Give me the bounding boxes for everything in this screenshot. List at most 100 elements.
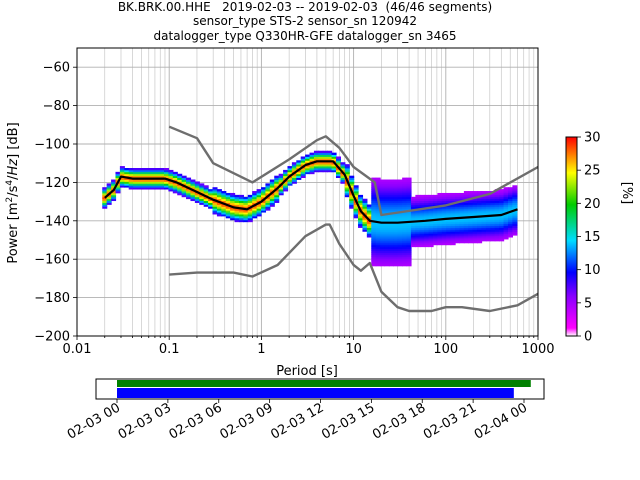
heatmap-cell [155, 169, 161, 173]
heatmap-cell [366, 227, 372, 230]
heatmap-cell [388, 237, 394, 240]
heatmap-cell [437, 206, 443, 209]
heatmap-cell [494, 216, 500, 219]
heatmap-cell [393, 248, 399, 251]
heatmap-cell [441, 216, 447, 219]
heatmap-cell [499, 221, 505, 225]
heatmap-cell [441, 239, 447, 242]
heatmap-cell [459, 206, 465, 209]
heatmap-cell [380, 242, 386, 246]
heatmap-cell [305, 158, 311, 161]
heatmap-cell [415, 217, 421, 221]
heatmap-cell [155, 179, 161, 182]
heatmap-cell [172, 191, 178, 194]
heatmap-cell [388, 187, 394, 190]
heatmap-cell [437, 225, 443, 228]
heatmap-cell [380, 179, 386, 182]
heatmap-cell [477, 206, 483, 209]
heatmap-cell [203, 187, 209, 190]
heatmap-cell [494, 235, 500, 238]
heatmap-cell [424, 194, 430, 198]
heatmap-cell [274, 192, 280, 196]
heatmap-cell [384, 223, 390, 226]
heatmap-cell [503, 214, 509, 217]
heatmap-cell [380, 235, 386, 238]
heatmap-cell [406, 183, 412, 186]
heatmap-cell [441, 210, 447, 213]
heatmap-cell [353, 210, 359, 213]
heatmap-cell [499, 210, 505, 213]
heatmap-cell [216, 206, 222, 209]
heatmap-cell [283, 187, 289, 190]
heatmap-cell [406, 254, 412, 257]
heatmap-cell [287, 183, 293, 186]
heatmap-cell [291, 168, 297, 171]
heatmap-cell [463, 202, 469, 205]
heatmap-cell [384, 235, 390, 238]
heatmap-cell [181, 175, 187, 178]
heatmap-cell [485, 198, 491, 202]
heatmap-cell [124, 171, 130, 175]
heatmap-cell [384, 252, 390, 255]
heatmap-cell [481, 227, 487, 230]
heatmap-cell [410, 229, 416, 232]
heatmap-cell [490, 196, 496, 200]
heatmap-cell [181, 192, 187, 196]
heatmap-cell [305, 154, 311, 157]
heatmap-cell [269, 181, 275, 184]
heatmap-cell [433, 240, 439, 244]
heatmap-cell [437, 194, 443, 198]
heatmap-cell [194, 189, 200, 192]
heatmap-cell [393, 187, 399, 190]
heatmap-cell [216, 208, 222, 211]
heatmap-cell [384, 206, 390, 209]
heatmap-cell [111, 179, 117, 182]
heatmap-cell [362, 212, 368, 215]
heatmap-cell [296, 173, 302, 177]
heatmap-cell [503, 229, 509, 232]
heatmap-cell [371, 239, 377, 242]
heatmap-cell [119, 183, 125, 186]
heatmap-cell [481, 223, 487, 226]
heatmap-cell [375, 219, 381, 223]
heatmap-cell [313, 150, 319, 154]
heatmap-cell [133, 171, 139, 175]
heatmap-cell [230, 194, 236, 198]
heatmap-cell [437, 202, 443, 205]
heatmap-cell [397, 214, 403, 217]
heatmap-cell [481, 192, 487, 196]
heatmap-cell [397, 204, 403, 207]
heatmap-cell [406, 235, 412, 238]
heatmap-cell [155, 171, 161, 175]
heatmap-cell [402, 202, 408, 205]
y-tick-label: −140 [34, 214, 70, 229]
heatmap-cell [278, 179, 284, 182]
heatmap-cell [371, 204, 377, 207]
heatmap-cell [490, 198, 496, 202]
heatmap-cell [472, 225, 478, 228]
heatmap-cell [309, 168, 315, 171]
heatmap-cell [216, 196, 222, 200]
heatmap-cell [380, 208, 386, 211]
heatmap-cell [477, 219, 483, 223]
heatmap-cell [410, 233, 416, 236]
heatmap-cell [468, 240, 474, 244]
heatmap-cell [450, 239, 456, 242]
heatmap-cell [490, 219, 496, 223]
heatmap-cell [331, 168, 337, 171]
heatmap-cell [146, 183, 152, 186]
heatmap-cell [362, 221, 368, 225]
heatmap-cell [186, 183, 192, 186]
heatmap-cell [371, 216, 377, 219]
heatmap-cell [450, 233, 456, 236]
heatmap-cell [468, 208, 474, 211]
heatmap-cell [406, 181, 412, 184]
heatmap-cell [141, 179, 147, 182]
heatmap-cell [111, 185, 117, 188]
heatmap-cell [335, 173, 341, 177]
heatmap-cell [375, 250, 381, 253]
heatmap-cell [503, 227, 509, 230]
heatmap-cell [300, 168, 306, 171]
heatmap-cell [309, 171, 315, 175]
heatmap-cell [512, 225, 518, 228]
